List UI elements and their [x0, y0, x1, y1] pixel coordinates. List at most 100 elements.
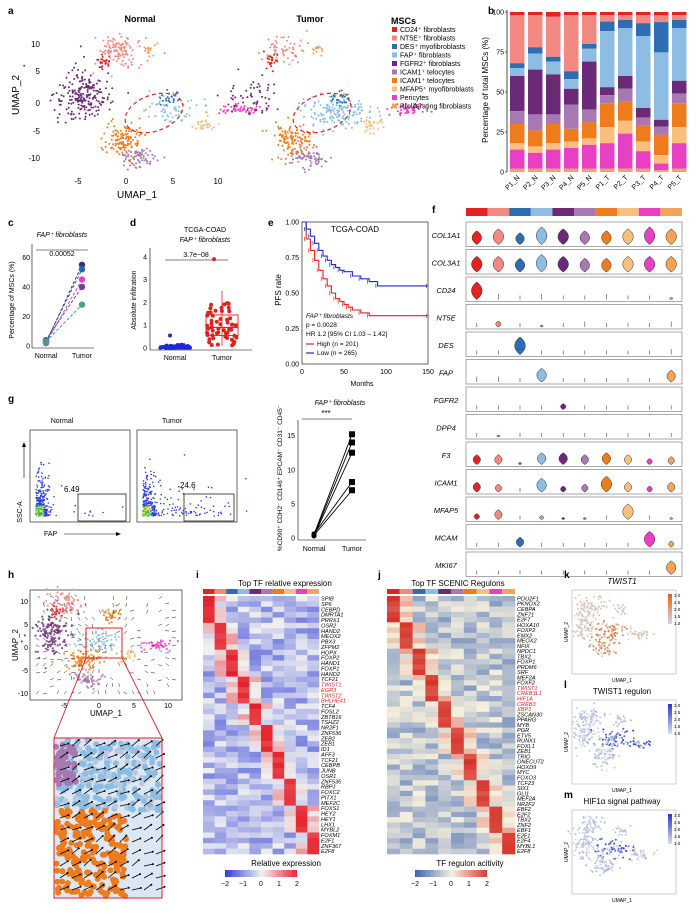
heatmap-cell — [451, 638, 465, 644]
flow-event — [150, 477, 152, 480]
flow-event — [146, 513, 149, 515]
velocity-arrow — [35, 690, 39, 695]
velocity-zoom-arrowhead — [150, 883, 153, 886]
heatmap-cell — [307, 811, 320, 817]
umap-tumor-cell — [328, 106, 331, 108]
flow-event — [142, 484, 145, 487]
velocity-zoom-arrowhead — [67, 814, 70, 817]
umap-tumor-cell — [248, 112, 250, 115]
heatmap-cell — [295, 789, 308, 796]
velocity-cell — [155, 646, 158, 650]
velocity-zoom-arrow — [155, 739, 163, 747]
flow-event — [159, 498, 162, 500]
heatmap-cell — [272, 773, 285, 780]
umap-normal-cell — [175, 114, 177, 117]
heatmap-legend-gradient — [252, 870, 254, 877]
umap-normal-cell — [165, 97, 167, 100]
velocity-arrow — [124, 662, 128, 667]
umap-tumor-cell — [305, 146, 308, 148]
velocity-cell — [133, 653, 136, 656]
flow-event — [245, 510, 248, 512]
flow-event — [143, 482, 145, 485]
heatmap-header-swatch — [307, 589, 319, 594]
velocity-cell — [145, 642, 148, 645]
velocity-zoom-arrow — [131, 799, 140, 807]
heatmap-cell — [261, 687, 273, 694]
umap-normal-cell — [212, 126, 215, 129]
velocity-cell — [58, 630, 62, 634]
flow-event — [42, 512, 44, 514]
heatmap-row-label: ID1 — [321, 747, 330, 753]
umap-normal-cell — [114, 46, 117, 48]
velocity-zoom-arrowhead — [150, 836, 153, 839]
flow-event — [43, 509, 46, 512]
heatmap-cell — [307, 784, 320, 790]
velocity-cell — [61, 610, 65, 613]
bar-b-ylabel: Percentage of total MSCs (%) — [481, 37, 490, 143]
umap-tumor-cell — [304, 103, 307, 106]
heatmap-cell — [438, 596, 452, 602]
umap-tumor-cell — [291, 161, 294, 164]
heatmap-cell — [237, 639, 250, 645]
umap-tumor-cell — [343, 101, 346, 104]
flow-event — [35, 491, 37, 494]
heatmap-cell — [295, 682, 308, 688]
umap-normal-cell — [185, 113, 188, 115]
umap-normal-cell — [111, 40, 114, 43]
velocity-zoom-cell — [64, 853, 71, 860]
heatmap-row-label: ZNF536 — [320, 779, 342, 785]
umap-normal-cell — [92, 89, 95, 92]
heatmap-cell — [214, 805, 227, 812]
flow-event — [151, 509, 153, 512]
heatmap-row-label: E2F8 — [321, 849, 335, 855]
umap-normal-cell — [163, 119, 166, 122]
flow-event — [144, 500, 147, 502]
heatmap-cell — [214, 617, 227, 624]
velocity-zoom-arrow — [119, 752, 128, 759]
flow-event — [143, 501, 145, 503]
heatmap-header-swatch — [272, 589, 285, 594]
umap-tumor-cell — [376, 107, 379, 109]
heatmap-cell — [295, 671, 308, 677]
umap-normal-cell — [107, 36, 110, 39]
heatmap-cell — [261, 671, 273, 677]
heatmap-cell — [307, 703, 320, 710]
velocity-zoom-cell — [123, 836, 129, 843]
flow-event — [38, 490, 40, 493]
velocity-cell — [83, 674, 86, 677]
msc-legend-swatch — [392, 44, 397, 49]
velocity-zoom-arrow — [83, 885, 93, 891]
umap-tumor-cell — [316, 45, 319, 48]
velocity-cell — [92, 665, 95, 668]
umap-normal-cell — [167, 99, 170, 102]
flow-event — [161, 510, 164, 512]
umap-tumor-cell — [307, 151, 310, 154]
umap-normal-cell — [124, 62, 127, 65]
velocity-cell — [110, 648, 113, 651]
umap-normal-cell — [242, 106, 245, 109]
umap-tumor-cell — [322, 121, 325, 123]
velocity-frame — [29, 589, 183, 701]
violin-header-swatch — [509, 208, 531, 216]
velocity-cell — [140, 642, 143, 645]
heatmap-cell — [295, 714, 308, 720]
umap-tumor-cell — [360, 106, 363, 108]
heatmap-cell — [237, 633, 250, 640]
flow-event — [36, 513, 39, 516]
heatmap-cell — [226, 622, 239, 629]
heatmap-cell — [237, 757, 250, 763]
velocity-zoom-arrow — [59, 826, 69, 831]
umap-normal-cell — [175, 91, 178, 94]
umap-normal-cell — [197, 123, 200, 126]
umap-normal-cell — [265, 109, 268, 112]
velocity-zoom-arrow — [143, 851, 153, 855]
heatmap-row-label: E2F1 — [321, 839, 334, 845]
umap-normal-cell — [107, 39, 110, 42]
bar-segment — [636, 151, 651, 169]
velocity-arrow — [159, 595, 163, 600]
heatmap-header-swatch — [425, 589, 439, 594]
umap-normal-cell — [95, 109, 98, 112]
heatmap-cell — [502, 611, 516, 618]
heatmap-cell — [226, 837, 239, 844]
velocity-zoom-arrowhead — [114, 884, 117, 887]
